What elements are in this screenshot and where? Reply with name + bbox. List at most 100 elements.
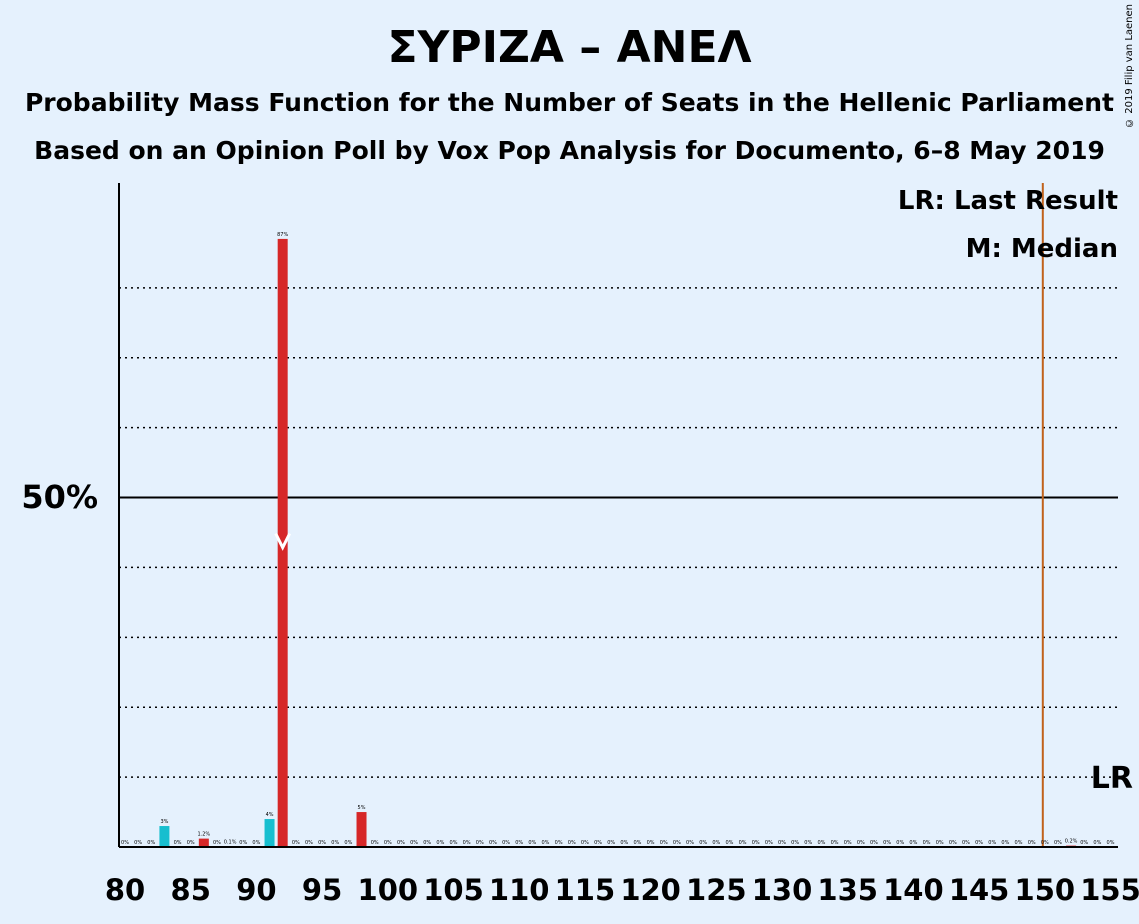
bar-label-153: 0%: [1080, 840, 1088, 846]
gridlines: [119, 287, 1118, 778]
bar-label-124: 0%: [699, 840, 707, 846]
bar-label-108: 0%: [489, 840, 497, 846]
chart-title: ΣΥΡΙΖΑ – ΑΝΕΛ: [387, 22, 752, 73]
x-tick-label-110: 110: [489, 873, 550, 907]
bar-label-113: 0%: [555, 840, 563, 846]
bar-label-118: 0%: [620, 840, 628, 846]
bar-label-144: 0%: [962, 840, 970, 846]
bar-label-106: 0%: [463, 840, 471, 846]
bar-86: [198, 838, 209, 847]
bar-label-131: 0%: [791, 840, 799, 846]
x-tick-label-80: 80: [105, 873, 145, 907]
bar-label-93: 0%: [292, 840, 300, 846]
bar-label-102: 0%: [410, 840, 418, 846]
bar-label-147: 0%: [1001, 840, 1009, 846]
bar-label-96: 0%: [331, 840, 339, 846]
bar-label-130: 0%: [778, 840, 786, 846]
bar-label-98: 5%: [358, 805, 366, 811]
bar-label-155: 0%: [1107, 840, 1115, 846]
bar-label-129: 0%: [765, 840, 773, 846]
bar-label-115: 0%: [581, 840, 589, 846]
bar-label-126: 0%: [725, 840, 733, 846]
x-tick-label-130: 130: [752, 873, 813, 907]
bar-label-143: 0%: [949, 840, 957, 846]
bar-label-137: 0%: [870, 840, 878, 846]
bar-label-133: 0%: [817, 840, 825, 846]
bar-labels: 0% 0% 0%3%0% 0%1.2%0% 0.1% 0% 0%4%87%0% 0% 0% 0% 0…: [121, 232, 1115, 846]
bar-label-142: 0%: [936, 840, 944, 846]
x-tick-label-150: 150: [1015, 873, 1076, 907]
chart-subtitle: Probability Mass Function for the Number…: [24, 88, 1115, 117]
x-tick-label-145: 145: [949, 873, 1010, 907]
chart-source: Based on an Opinion Poll by Vox Pop Anal…: [34, 136, 1105, 165]
x-tick-label-105: 105: [423, 873, 484, 907]
bar-label-140: 0%: [909, 840, 917, 846]
bar-label-135: 0%: [844, 840, 852, 846]
bar-label-99: 0%: [371, 840, 379, 846]
x-tick-label-90: 90: [236, 873, 276, 907]
bars: [159, 183, 1077, 848]
bar-label-90: 0%: [252, 840, 260, 846]
bar-label-84: 0%: [174, 840, 182, 846]
bar-label-111: 0%: [528, 840, 536, 846]
bar-label-91: 4%: [266, 812, 274, 818]
bar-label-82: 0%: [147, 840, 155, 846]
bar-label-122: 0%: [673, 840, 681, 846]
legend-last-result: LR: Last Result: [898, 186, 1118, 216]
bar-label-148: 0%: [1015, 840, 1023, 846]
bar-label-150: 0%: [1041, 840, 1049, 846]
bar-label-139: 0%: [896, 840, 904, 846]
bar-label-110: 0%: [515, 840, 523, 846]
last-result-marker-label: LR: [1091, 761, 1133, 796]
x-tick-label-85: 85: [171, 873, 211, 907]
bar-label-136: 0%: [857, 840, 865, 846]
bar-92: [277, 238, 288, 848]
legend-median: M: Median: [966, 234, 1118, 264]
bar-label-128: 0%: [752, 840, 760, 846]
bar-label-152: 0.2%: [1065, 839, 1078, 845]
x-tick-label-115: 115: [555, 873, 616, 907]
bar-label-95: 0%: [318, 840, 326, 846]
bar-label-105: 0%: [450, 840, 458, 846]
x-tick-label-120: 120: [620, 873, 681, 907]
bar-label-107: 0%: [476, 840, 484, 846]
bar-label-145: 0%: [975, 840, 983, 846]
bar-label-121: 0%: [660, 840, 668, 846]
bar-label-120: 0%: [647, 840, 655, 846]
bar-label-127: 0%: [739, 840, 747, 846]
bar-label-141: 0%: [923, 840, 931, 846]
bar-label-114: 0%: [568, 840, 576, 846]
bar-label-80: 0%: [121, 840, 129, 846]
bar-label-85: 0%: [187, 840, 195, 846]
x-tick-label-125: 125: [686, 873, 747, 907]
y-tick-label-50: 50%: [21, 478, 98, 516]
x-tick-labels: 80 85 90 95 100 105 110 115 120 125 130 135 140 145 15…: [105, 873, 1139, 907]
bar-label-97: 0%: [344, 840, 352, 846]
bar-label-81: 0%: [134, 840, 142, 846]
bar-label-87: 0%: [213, 840, 221, 846]
bar-label-154: 0%: [1093, 840, 1101, 846]
median-marker: [274, 532, 292, 551]
x-tick-label-100: 100: [358, 873, 419, 907]
bar-label-132: 0%: [804, 840, 812, 846]
bar-label-117: 0%: [607, 840, 615, 846]
bar-label-123: 0%: [686, 840, 694, 846]
x-tick-label-140: 140: [883, 873, 944, 907]
x-tick-label-155: 155: [1080, 873, 1139, 907]
bar-label-151: 0%: [1054, 840, 1062, 846]
bar-98: [356, 812, 367, 847]
bar-label-134: 0%: [831, 840, 839, 846]
bar-label-89: 0%: [239, 840, 247, 846]
bar-label-116: 0%: [594, 840, 602, 846]
bar-label-94: 0%: [305, 840, 313, 846]
bar-label-109: 0%: [502, 840, 510, 846]
bar-label-112: 0%: [542, 840, 550, 846]
bar-label-125: 0%: [712, 840, 720, 846]
axes: [118, 183, 1118, 848]
bar-91: [264, 819, 275, 847]
bar-label-92: 87%: [277, 232, 288, 238]
bar-label-146: 0%: [988, 840, 996, 846]
bar-83: [159, 826, 170, 847]
bar-label-104: 0%: [436, 840, 444, 846]
